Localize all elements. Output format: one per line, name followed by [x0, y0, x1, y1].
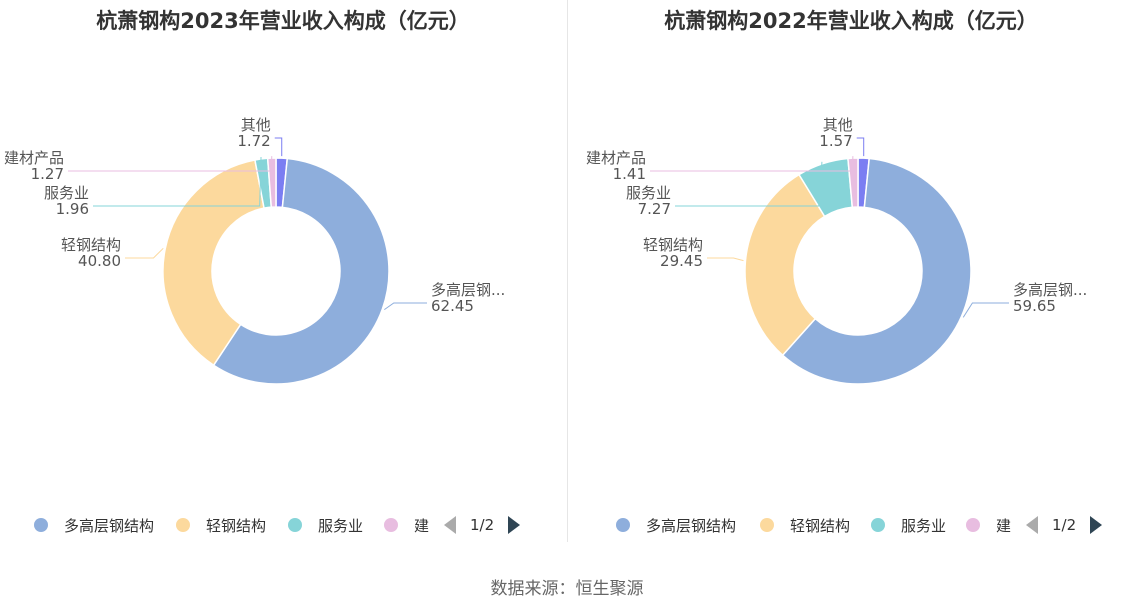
legend-dot — [616, 518, 630, 532]
legend-dot — [176, 518, 190, 532]
legend-pager: 1/2 — [1026, 512, 1103, 538]
legend-label: 多高层钢结构 — [64, 516, 155, 535]
leader-line — [675, 161, 823, 207]
slice-label: 服务业 — [44, 184, 89, 202]
donut-slice[interactable] — [266, 157, 277, 208]
chart-panel-2023: 杭萧钢构2023年营业收入构成（亿元） 其他 1.72 多高层钢... 62.45 轻钢… — [0, 0, 566, 545]
slice-value-label: 1.57 — [819, 132, 852, 150]
leader-line — [856, 137, 865, 157]
legend-page-indicator: 1/2 — [470, 516, 495, 534]
legend-pager: 1/2 — [444, 512, 521, 538]
legend-page-indicator: 1/2 — [1052, 516, 1077, 534]
legend-label: 建 — [996, 516, 1012, 535]
data-source-note: 数据来源：恒生聚源 — [490, 579, 644, 599]
slice-value-label: 1.96 — [56, 200, 89, 218]
slice-value-label: 29.45 — [660, 252, 703, 270]
chart-title: 杭萧钢构2023年营业收入构成（亿元） — [96, 9, 470, 33]
legend-label: 轻钢结构 — [206, 516, 267, 535]
legend-prev-page-icon[interactable] — [444, 516, 456, 534]
slice-value-label: 62.45 — [431, 297, 474, 315]
legend-label: 轻钢结构 — [790, 516, 851, 535]
donut-slice[interactable] — [212, 157, 390, 385]
donut-slice[interactable] — [847, 157, 859, 209]
legend-item[interactable]: 服务业 — [871, 512, 946, 538]
legend-label: 多高层钢结构 — [646, 516, 737, 535]
slice-value-label: 1.72 — [237, 132, 270, 150]
slice-value-label: 40.80 — [78, 252, 121, 270]
legend-item[interactable]: 建 — [384, 512, 429, 538]
leader-line — [125, 247, 164, 259]
slice-label: 建材产品 — [586, 149, 646, 167]
slice-label: 轻钢结构 — [643, 236, 703, 254]
legend: 多高层钢结构 轻钢结构 服务业 建 1/2 — [568, 512, 1134, 538]
legend-label: 服务业 — [901, 516, 947, 535]
slice-label: 服务业 — [626, 184, 671, 202]
legend-dot — [384, 518, 398, 532]
slice-label: 其他 — [241, 116, 271, 134]
legend-label: 建 — [414, 516, 430, 535]
legend: 多高层钢结构 轻钢结构 服务业 建 1/2 — [0, 512, 566, 538]
leader-line — [93, 156, 262, 207]
legend-dot — [34, 518, 48, 532]
legend-item[interactable]: 轻钢结构 — [176, 512, 266, 538]
legend-dot — [760, 518, 774, 532]
leader-line — [650, 156, 854, 172]
leader-line — [68, 156, 273, 172]
legend-next-page-icon[interactable] — [1090, 516, 1103, 534]
slice-label: 建材产品 — [4, 149, 64, 167]
leader-line — [274, 137, 283, 157]
panel-divider — [567, 0, 568, 542]
legend-item[interactable]: 多高层钢结构 — [34, 512, 154, 538]
slice-value-label: 7.27 — [638, 200, 671, 218]
chart-title: 杭萧钢构2022年营业收入构成（亿元） — [664, 9, 1038, 33]
leader-line — [962, 302, 1009, 318]
slice-label: 多高层钢... — [1013, 281, 1087, 299]
legend-dot — [966, 518, 980, 532]
chart-panel-2022: 杭萧钢构2022年营业收入构成（亿元） 其他 1.57 多高层钢... 59.65 轻钢… — [568, 0, 1134, 545]
legend-prev-page-icon[interactable] — [1026, 516, 1038, 534]
slice-value-label: 59.65 — [1013, 297, 1056, 315]
legend-next-page-icon[interactable] — [508, 516, 521, 534]
slice-label: 多高层钢... — [431, 281, 505, 299]
legend-item[interactable]: 建 — [966, 512, 1011, 538]
legend-dot — [871, 518, 885, 532]
legend-item[interactable]: 多高层钢结构 — [616, 512, 736, 538]
donut-slice[interactable] — [162, 159, 265, 367]
slice-label: 轻钢结构 — [61, 236, 121, 254]
legend-dot — [288, 518, 302, 532]
legend-label: 服务业 — [318, 516, 364, 535]
donut-slice[interactable] — [781, 157, 972, 385]
legend-item[interactable]: 轻钢结构 — [760, 512, 850, 538]
donut-slice[interactable] — [744, 173, 826, 357]
leader-line — [707, 257, 744, 262]
leader-line — [384, 302, 427, 311]
slice-value-label: 1.27 — [31, 165, 64, 183]
slice-value-label: 1.41 — [613, 165, 646, 183]
legend-item[interactable]: 服务业 — [288, 512, 363, 538]
slice-label: 其他 — [823, 116, 853, 134]
